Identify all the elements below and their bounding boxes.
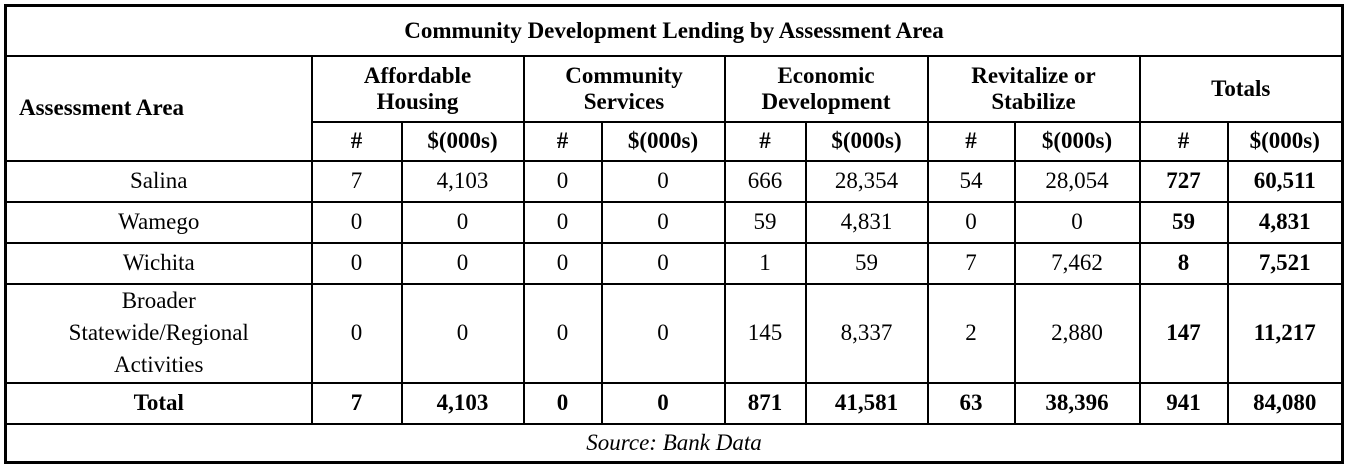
cell: 59 — [804, 241, 929, 285]
area-name: Salina — [4, 159, 313, 203]
cell: 0 — [600, 381, 726, 425]
cell: 0 — [400, 241, 525, 285]
cell: 2 — [926, 282, 1016, 384]
subheader-amount: $(000s) — [400, 120, 525, 162]
subheader-amount: $(000s) — [600, 120, 726, 162]
group-header-economic-development: Economic Development — [723, 54, 929, 123]
cell: 0 — [310, 282, 403, 384]
area-name: Broader Statewide/Regional Activities — [4, 282, 313, 384]
cell: 38,396 — [1013, 381, 1141, 425]
cell: 0 — [522, 200, 603, 244]
subheader-amount: $(000s) — [804, 120, 929, 162]
cell: 63 — [926, 381, 1016, 425]
subheader-count: # — [723, 120, 807, 162]
table-row: Salina 7 4,103 0 0 666 28,354 54 28,054 … — [4, 159, 1344, 203]
cell: 1 — [723, 241, 807, 285]
cell: 0 — [600, 159, 726, 203]
cell: 0 — [600, 241, 726, 285]
group-header-totals: Totals — [1138, 54, 1344, 123]
cell: 0 — [310, 200, 403, 244]
total-count-cell: 59 — [1138, 200, 1229, 244]
cell: 54 — [926, 159, 1016, 203]
cell: 0 — [400, 282, 525, 384]
total-label: Total — [4, 381, 313, 425]
group-header-community-services: Community Services — [522, 54, 726, 123]
cell: 8,337 — [804, 282, 929, 384]
table-row: Broader Statewide/Regional Activities 0 0 … — [4, 282, 1344, 384]
assessment-area-header: Assessment Area — [4, 54, 313, 162]
cell: 0 — [522, 241, 603, 285]
total-amount-cell: 4,831 — [1226, 200, 1344, 244]
total-amount-cell: 7,521 — [1226, 241, 1344, 285]
cell: 871 — [723, 381, 807, 425]
total-count-cell: 727 — [1138, 159, 1229, 203]
cell: 145 — [723, 282, 807, 384]
table-title: Community Development Lending by Assessm… — [4, 4, 1344, 57]
cell: 666 — [723, 159, 807, 203]
total-amount-cell: 11,217 — [1226, 282, 1344, 384]
cell: 7 — [926, 241, 1016, 285]
cell: 28,054 — [1013, 159, 1141, 203]
total-amount-cell: 60,511 — [1226, 159, 1344, 203]
cell: 59 — [723, 200, 807, 244]
cell: 0 — [1013, 200, 1141, 244]
total-count-cell: 8 — [1138, 241, 1229, 285]
cell: 2,880 — [1013, 282, 1141, 384]
cell: 0 — [400, 200, 525, 244]
source-note: Source: Bank Data — [4, 422, 1344, 464]
cell: 0 — [926, 200, 1016, 244]
cell: 0 — [600, 200, 726, 244]
cell: 41,581 — [804, 381, 929, 425]
cell: 0 — [600, 282, 726, 384]
cell: 0 — [522, 159, 603, 203]
subheader-count: # — [926, 120, 1016, 162]
cell: 7 — [310, 159, 403, 203]
cell: 84,080 — [1226, 381, 1344, 425]
subheader-count: # — [310, 120, 403, 162]
table-row: Wamego 0 0 0 0 59 4,831 0 0 59 4,831 — [4, 200, 1344, 244]
group-header-revitalize-stabilize: Revitalize or Stabilize — [926, 54, 1141, 123]
cell: 941 — [1138, 381, 1229, 425]
cell: 28,354 — [804, 159, 929, 203]
cell: 0 — [310, 241, 403, 285]
subheader-count: # — [1138, 120, 1229, 162]
subheader-amount: $(000s) — [1013, 120, 1141, 162]
cell: 4,831 — [804, 200, 929, 244]
total-count-cell: 147 — [1138, 282, 1229, 384]
subheader-amount: $(000s) — [1226, 120, 1344, 162]
total-row: Total 7 4,103 0 0 871 41,581 63 38,396 9… — [4, 381, 1344, 425]
cell: 0 — [522, 282, 603, 384]
cell: 7,462 — [1013, 241, 1141, 285]
area-name: Wichita — [4, 241, 313, 285]
group-header-affordable-housing: Affordable Housing — [310, 54, 525, 123]
area-name: Wamego — [4, 200, 313, 244]
cell: 4,103 — [400, 381, 525, 425]
cell: 0 — [522, 381, 603, 425]
subheader-count: # — [522, 120, 603, 162]
table-row: Wichita 0 0 0 0 1 59 7 7,462 8 7,521 — [4, 241, 1344, 285]
cell: 7 — [310, 381, 403, 425]
cell: 4,103 — [400, 159, 525, 203]
community-development-lending-table: Community Development Lending by Assessm… — [4, 4, 1344, 464]
